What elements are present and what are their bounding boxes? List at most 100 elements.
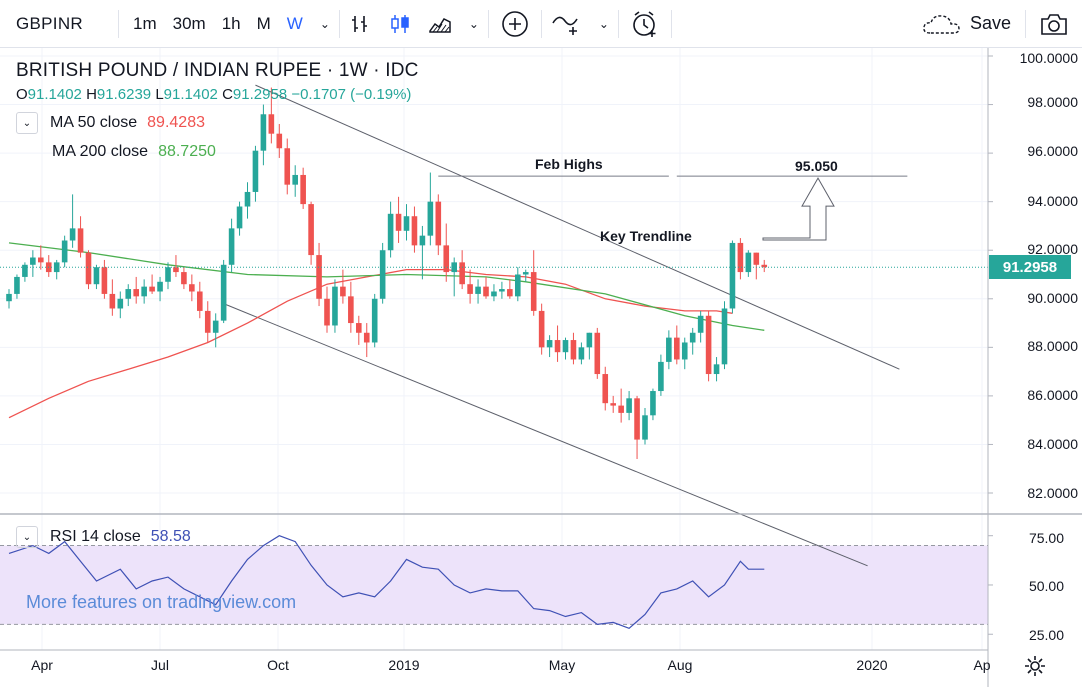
- toolbar-divider: [540, 9, 542, 38]
- candle-body: [697, 315, 704, 333]
- interval-30m-button[interactable]: 30m: [172, 13, 206, 33]
- candle-body: [133, 289, 139, 297]
- symbol-search-button[interactable]: GBPINR: [16, 13, 83, 33]
- target-price-annotation[interactable]: 95.050: [795, 158, 838, 174]
- tradingview-watermark[interactable]: More features on tradingview.com: [26, 592, 297, 612]
- add-indicator-plus-icon[interactable]: [489, 0, 541, 48]
- candle-body: [666, 337, 672, 362]
- compare-symbols-icon[interactable]: [542, 0, 590, 48]
- candle-body: [538, 310, 545, 348]
- candle-body: [507, 289, 513, 297]
- rsi-legend-row[interactable]: ⌄ RSI 14 close 58.58: [16, 526, 191, 548]
- candle-body: [356, 323, 362, 333]
- time-tick-label: 2020: [856, 657, 888, 673]
- rsi-label: RSI 14 close: [50, 528, 141, 545]
- candle-body: [737, 242, 744, 273]
- candle-body: [634, 398, 640, 440]
- candle-body: [491, 291, 497, 297]
- key-trendline-annotation[interactable]: Key Trendline: [600, 228, 692, 244]
- time-tick-label: Ap: [973, 657, 991, 673]
- candle-body: [38, 257, 44, 263]
- collapse-chevron-icon[interactable]: ⌄: [16, 112, 38, 134]
- toolbar-divider: [118, 9, 119, 38]
- interval-1h-button[interactable]: 1h: [221, 13, 241, 33]
- trendline-lower: [223, 303, 868, 567]
- candle-body: [642, 415, 648, 440]
- candle-body: [61, 240, 68, 263]
- trendlines[interactable]: [223, 84, 900, 567]
- candle-body: [14, 276, 20, 294]
- area-chart-type-icon[interactable]: [420, 0, 460, 48]
- interval-W-button[interactable]: W: [286, 13, 303, 33]
- candle-body: [705, 315, 712, 375]
- ma200-value: 88.7250: [158, 143, 216, 160]
- close-label: C: [222, 86, 233, 103]
- ma50-legend-row[interactable]: ⌄ MA 50 close 89.4283: [16, 112, 419, 134]
- ohlc-values: O91.1402 H91.6239 L91.1402 C91.2958 −0.1…: [16, 86, 419, 103]
- rsi-band: [0, 545, 988, 625]
- compare-dropdown-chevron-icon[interactable]: ⌄: [598, 16, 609, 31]
- interval-M-button[interactable]: M: [256, 13, 271, 33]
- rsi-overbought-oversold-band: [0, 545, 988, 625]
- candle-body: [149, 286, 155, 292]
- candle-body: [578, 347, 585, 360]
- candle-body: [220, 264, 227, 321]
- candle-body: [363, 332, 370, 343]
- rsi-tick-label: 50.00: [1028, 578, 1064, 594]
- candle-body: [53, 262, 60, 273]
- candle-body: [300, 174, 306, 205]
- interval-dropdown-chevron-icon[interactable]: ⌄: [319, 16, 330, 31]
- camera-snapshot-icon[interactable]: [1026, 0, 1082, 48]
- chart-settings-gear-icon[interactable]: [1020, 652, 1050, 680]
- price-tick-label: 96.0000: [1027, 143, 1078, 159]
- price-tick-label: 92.0000: [1027, 241, 1078, 257]
- last-price-label: 91.2958: [989, 255, 1071, 279]
- candle-body: [515, 274, 521, 297]
- time-tick-label: Jul: [151, 657, 169, 673]
- chart-type-dropdown-chevron-icon[interactable]: ⌄: [468, 16, 479, 31]
- candle-body: [340, 286, 346, 297]
- price-tick-label: 84.0000: [1027, 436, 1078, 452]
- candle-body: [292, 174, 298, 185]
- candle-body: [308, 204, 314, 256]
- rsi-tick-label: 75.00: [1028, 530, 1064, 546]
- candle-body: [77, 228, 84, 253]
- price-tick-label: 94.0000: [1027, 193, 1078, 209]
- collapse-chevron-icon[interactable]: ⌄: [16, 526, 38, 548]
- price-chart-canvas[interactable]: [0, 48, 1082, 687]
- target-arrow: [762, 177, 835, 241]
- candle-body: [586, 332, 593, 348]
- candle-body: [157, 281, 163, 292]
- candle-body: [101, 267, 108, 294]
- cloud-icon: [923, 14, 960, 34]
- interval-1m-button[interactable]: 1m: [133, 13, 157, 33]
- candle-body: [562, 340, 569, 353]
- toolbar-divider: [338, 9, 340, 38]
- candle-body: [125, 289, 132, 299]
- candle-chart-type-icon[interactable]: [380, 0, 420, 48]
- high-value: 91.6239: [96, 86, 152, 103]
- feb-highs-annotation[interactable]: Feb Highs: [535, 156, 603, 172]
- time-tick-label: Apr: [31, 657, 53, 673]
- candle-body: [109, 293, 116, 309]
- candle-body: [689, 332, 696, 343]
- candle-body: [276, 133, 283, 149]
- candle-body: [721, 308, 728, 365]
- candle-body: [745, 252, 752, 273]
- ma200-legend-row[interactable]: MA 200 close 88.7250: [16, 143, 419, 161]
- candle-body: [173, 267, 179, 273]
- candle-body: [594, 332, 601, 375]
- candle-body: [6, 293, 12, 302]
- price-tick-label: 86.0000: [1027, 387, 1078, 403]
- candle-body: [85, 252, 92, 285]
- bar-chart-type-icon[interactable]: [340, 0, 380, 48]
- alert-clock-icon[interactable]: [619, 0, 671, 48]
- candle-body: [610, 403, 616, 406]
- candle-body: [165, 267, 171, 282]
- candle-body: [419, 235, 426, 246]
- candle-body: [69, 228, 76, 241]
- annotation-drawings[interactable]: [0, 175, 988, 268]
- open-label: O: [16, 86, 28, 103]
- save-button[interactable]: Save: [908, 0, 1025, 48]
- candle-body: [713, 364, 720, 375]
